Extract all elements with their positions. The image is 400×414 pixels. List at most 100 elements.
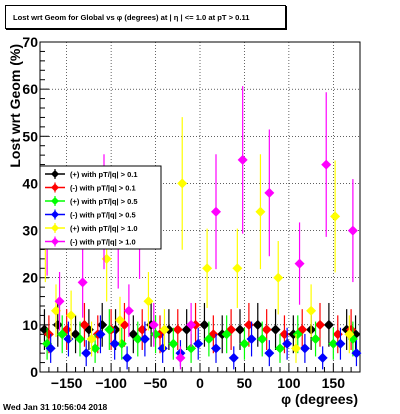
x-tick-label: −50 [144, 375, 168, 391]
y-tick-label: 10 [22, 317, 38, 333]
data-point [43, 329, 54, 340]
data-point [199, 319, 210, 330]
data-point [279, 329, 290, 340]
data-point [75, 334, 85, 344]
data-point [211, 206, 221, 217]
legend-marker [51, 224, 59, 232]
data-point [116, 338, 127, 349]
data-point [104, 324, 115, 335]
data-point [95, 329, 106, 340]
data-point [294, 258, 305, 269]
footer-timestamp: Wed Jan 31 10:56:04 2018 [3, 402, 108, 412]
data-point [115, 315, 125, 326]
data-point [86, 334, 97, 344]
data-point [252, 319, 263, 330]
data-point [123, 305, 134, 316]
legend-marker [51, 170, 59, 178]
legend-label: (+) with pT/|q| > 0.1 [70, 170, 138, 179]
data-point [101, 253, 112, 264]
data-point [61, 324, 72, 335]
data-point [328, 338, 339, 349]
data-point [221, 329, 232, 340]
data-point [235, 324, 245, 335]
data-point [90, 343, 101, 354]
data-point [335, 338, 346, 349]
data-point [257, 334, 268, 344]
x-tick-label: −100 [95, 375, 127, 391]
data-point [306, 305, 317, 316]
data-point [202, 263, 213, 274]
data-point [137, 324, 148, 335]
data-point [282, 338, 293, 349]
data-point [97, 319, 108, 330]
y-tick-label: 30 [22, 223, 38, 239]
legend-label: (+) with pT/|q| > 1.0 [70, 224, 138, 233]
data-point [186, 319, 197, 330]
data-point [150, 329, 161, 340]
chart-title-box: Lost wrt Geom for Global vs φ (degrees) … [5, 5, 286, 29]
data-point [81, 348, 92, 359]
legend-marker [51, 183, 59, 192]
data-point [323, 319, 334, 330]
data-point [54, 296, 65, 307]
data-point [132, 334, 143, 344]
legend-box [39, 165, 162, 250]
data-point [186, 343, 197, 354]
data-point [193, 338, 204, 349]
legend-marker [51, 237, 59, 246]
axis-tick-labels: −150 −100 −50 0 50 100 150 0 10 20 30 40 50 60 70 [22, 34, 345, 391]
x-tick-label: −150 [51, 375, 83, 391]
data-point [310, 334, 321, 344]
data-point [299, 343, 310, 354]
y-tick-label: 0 [30, 364, 38, 380]
data-point [109, 338, 120, 349]
data-point [273, 272, 284, 283]
data-point [292, 329, 303, 340]
data-point [255, 206, 266, 217]
data-point [139, 334, 150, 344]
x-tick-label: 0 [196, 375, 204, 391]
data-point [211, 343, 221, 354]
data-point [79, 319, 90, 330]
x-tick-label: 50 [237, 375, 253, 391]
legend-label: (-) with pT/|q| > 1.0 [70, 238, 136, 247]
legend-label: (-) with pT/|q| > 0.1 [70, 184, 136, 193]
data-point [148, 319, 159, 330]
data-point [344, 329, 355, 340]
x-tick-label: 100 [277, 375, 301, 391]
data-point [321, 159, 332, 170]
y-tick-label: 40 [22, 175, 38, 191]
data-point [122, 352, 133, 363]
data-point [243, 319, 254, 330]
data-point [228, 352, 239, 363]
y-tick-label: 70 [22, 34, 38, 50]
y-tick-label: 20 [22, 270, 38, 286]
legend-label: (+) with pT/|q| > 0.5 [70, 197, 138, 206]
data-point [159, 324, 170, 335]
data-point [203, 334, 214, 344]
data-markers [39, 86, 362, 370]
legend-marker [51, 210, 59, 219]
data-point [270, 324, 281, 335]
data-point [317, 352, 328, 363]
data-point [57, 329, 68, 340]
legend-marker [51, 197, 59, 205]
data-point [77, 277, 88, 288]
data-point [264, 348, 275, 359]
data-point [66, 310, 77, 321]
data-point [143, 296, 154, 307]
data-point [347, 225, 358, 236]
data-point [275, 343, 285, 354]
data-point [168, 338, 179, 349]
legend: (+) with pT/|q| > 0.1 (-) with pT/|q| > 0… [39, 165, 162, 250]
y-axis-label: Lost wrt Geom (%) [7, 44, 23, 168]
data-point [51, 305, 61, 316]
y-tick-label: 50 [22, 128, 38, 144]
y-tick-label: 60 [22, 81, 38, 97]
data-point [291, 343, 301, 354]
data-point [237, 154, 248, 165]
data-point [246, 334, 257, 344]
data-point [332, 329, 343, 340]
data-point [175, 352, 186, 363]
